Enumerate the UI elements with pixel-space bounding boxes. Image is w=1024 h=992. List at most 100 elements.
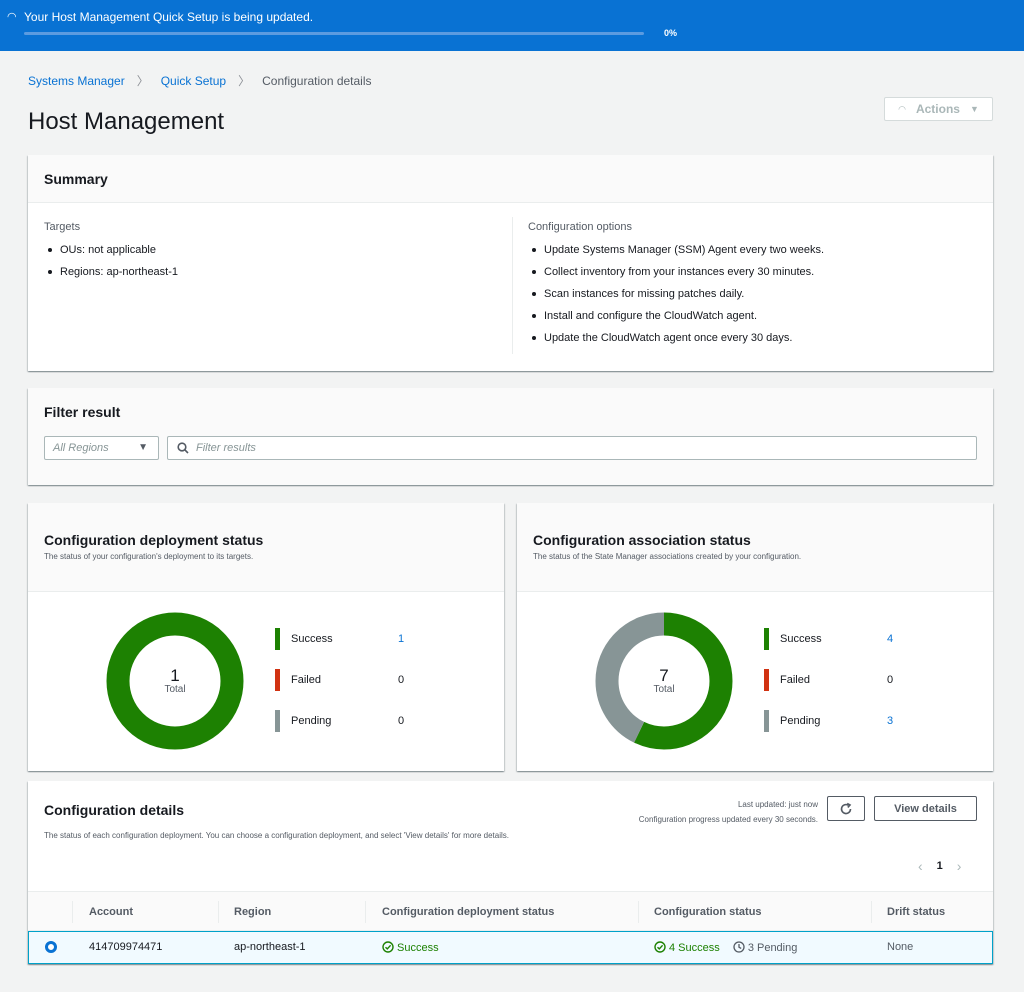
column-header-account[interactable]: Account — [89, 906, 133, 918]
option-item: Install and configure the CloudWatch age… — [528, 309, 824, 331]
search-placeholder: Filter results — [196, 442, 256, 454]
table-row[interactable]: 414709974471 ap-northeast-1 Success 4 Su… — [28, 931, 993, 964]
column-divider — [638, 901, 639, 923]
breadcrumb-systems-manager[interactable]: Systems Manager — [28, 73, 125, 88]
legend-swatch — [275, 710, 280, 732]
column-header-deployment-status[interactable]: Configuration deployment status — [382, 906, 555, 918]
column-divider — [72, 901, 73, 923]
filter-search-input[interactable]: Filter results — [167, 436, 977, 460]
summary-title: Summary — [44, 171, 108, 187]
legend-swatch — [764, 628, 769, 650]
cell-config-status: 4 Success 3 Pending — [654, 941, 797, 954]
progress-percent: 0% — [664, 28, 678, 38]
chevron-right-icon: 〉 — [136, 74, 149, 88]
legend-label: Failed — [291, 674, 321, 686]
prev-page-icon[interactable]: ‹ — [918, 858, 923, 874]
row-radio-button[interactable] — [45, 941, 57, 953]
caret-down-icon: ▼ — [969, 104, 979, 114]
legend-failed: Failed 0 — [275, 669, 425, 691]
view-details-button[interactable]: View details — [874, 796, 977, 821]
check-circle-icon — [382, 941, 394, 953]
filter-title: Filter result — [44, 404, 121, 420]
legend-label: Pending — [780, 715, 821, 727]
option-item: Collect inventory from your instances ev… — [528, 265, 824, 287]
options-label: Configuration options — [528, 221, 632, 233]
deployment-status-panel: Configuration deployment status The stat… — [28, 503, 504, 771]
page-number[interactable]: 1 — [936, 860, 943, 872]
legend-swatch — [275, 628, 280, 650]
cell-deployment-status: Success — [382, 941, 439, 954]
config-pending-text: 3 Pending — [747, 942, 798, 954]
targets-column: Targets OUs: not applicable Regions: ap-… — [44, 221, 178, 287]
details-title: Configuration details — [44, 802, 184, 818]
loading-spinner-icon: ◠ — [7, 11, 17, 23]
option-item: Update the CloudWatch agent once every 3… — [528, 331, 824, 353]
column-header-config-status[interactable]: Configuration status — [654, 906, 762, 918]
donut-total-label: Total — [164, 684, 186, 695]
chevron-right-icon: 〉 — [238, 74, 251, 88]
column-divider — [871, 901, 872, 923]
legend-success: Success 1 — [275, 628, 425, 650]
check-circle-icon — [654, 941, 666, 953]
region-placeholder: All Regions — [53, 442, 109, 454]
progress-note: Configuration progress updated every 30 … — [638, 815, 818, 824]
actions-label: Actions — [915, 102, 960, 116]
donut-pending-segment — [595, 612, 733, 750]
column-divider — [512, 217, 513, 354]
cell-region: ap-northeast-1 — [234, 941, 306, 953]
option-item: Scan instances for missing patches daily… — [528, 287, 824, 309]
association-status-header: Configuration association status The sta… — [517, 503, 993, 592]
legend-swatch — [764, 710, 769, 732]
donut-success-segment — [106, 612, 244, 750]
cell-account: 414709974471 — [89, 941, 163, 953]
breadcrumb-quick-setup[interactable]: Quick Setup — [160, 73, 227, 88]
breadcrumb-current: Configuration details — [262, 73, 372, 88]
legend-swatch — [275, 669, 280, 691]
donut-total-value: 7 — [659, 666, 669, 685]
config-success-text: 4 Success — [669, 942, 720, 954]
actions-button[interactable]: ◠ Actions ▼ — [884, 97, 993, 121]
legend-pending: Pending 0 — [275, 710, 425, 732]
success-count-link[interactable]: 4 — [887, 633, 894, 645]
next-page-icon[interactable]: › — [956, 858, 962, 874]
target-item: OUs: not applicable — [44, 243, 178, 265]
legend-label: Pending — [291, 715, 332, 727]
configuration-details-panel: Configuration details The status of each… — [28, 781, 993, 964]
association-status-title: Configuration association status — [533, 532, 751, 548]
association-status-subtitle: The status of the State Manager associat… — [533, 552, 802, 561]
legend-label: Success — [291, 633, 333, 645]
region-select[interactable]: All Regions ▼ — [44, 436, 159, 460]
progress-bar — [24, 32, 644, 35]
success-count-link[interactable]: 1 — [398, 633, 405, 645]
legend-success: Success 4 — [764, 628, 914, 650]
filter-panel: Filter result All Regions ▼ Filter resul… — [28, 388, 993, 485]
column-header-region[interactable]: Region — [234, 906, 272, 918]
legend-pending: Pending 3 — [764, 710, 914, 732]
banner-message: Your Host Management Quick Setup is bein… — [24, 10, 314, 24]
column-divider — [365, 901, 366, 923]
failed-count: 0 — [887, 674, 894, 686]
pending-count-link[interactable]: 3 — [887, 715, 894, 727]
legend-label: Failed — [780, 674, 810, 686]
association-donut-chart: 7 Total — [595, 612, 733, 750]
association-status-panel: Configuration association status The sta… — [517, 503, 993, 771]
legend-swatch — [764, 669, 769, 691]
search-icon — [177, 442, 189, 454]
deployment-status-header: Configuration deployment status The stat… — [28, 503, 504, 592]
targets-label: Targets — [44, 221, 81, 233]
deployment-status-subtitle: The status of your configuration's deplo… — [44, 552, 254, 561]
cell-drift-status: None — [887, 941, 914, 953]
deployment-donut-chart: 1 Total — [106, 612, 244, 750]
summary-header: Summary — [28, 155, 993, 203]
legend-failed: Failed 0 — [764, 669, 914, 691]
donut-total-value: 1 — [170, 666, 180, 685]
breadcrumb: Systems Manager 〉 Quick Setup 〉 Configur… — [28, 72, 372, 89]
clock-icon — [733, 941, 745, 953]
table-header: Account Region Configuration deployment … — [28, 891, 993, 931]
deployment-status-text: Success — [397, 942, 439, 954]
column-header-drift-status[interactable]: Drift status — [887, 906, 946, 918]
refresh-button[interactable] — [827, 796, 865, 821]
last-updated: Last updated: just now — [737, 800, 818, 809]
failed-count: 0 — [398, 674, 405, 686]
details-description: The status of each configuration deploym… — [44, 831, 509, 840]
